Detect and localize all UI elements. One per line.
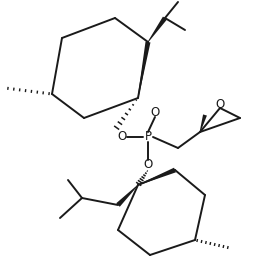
Text: P: P	[144, 130, 151, 144]
Polygon shape	[138, 42, 150, 98]
Polygon shape	[138, 168, 176, 186]
Polygon shape	[148, 16, 167, 42]
Text: O: O	[215, 98, 225, 111]
Text: O: O	[117, 130, 127, 144]
Polygon shape	[200, 114, 207, 132]
Text: O: O	[143, 158, 153, 171]
Text: O: O	[150, 105, 160, 118]
Polygon shape	[116, 185, 138, 207]
